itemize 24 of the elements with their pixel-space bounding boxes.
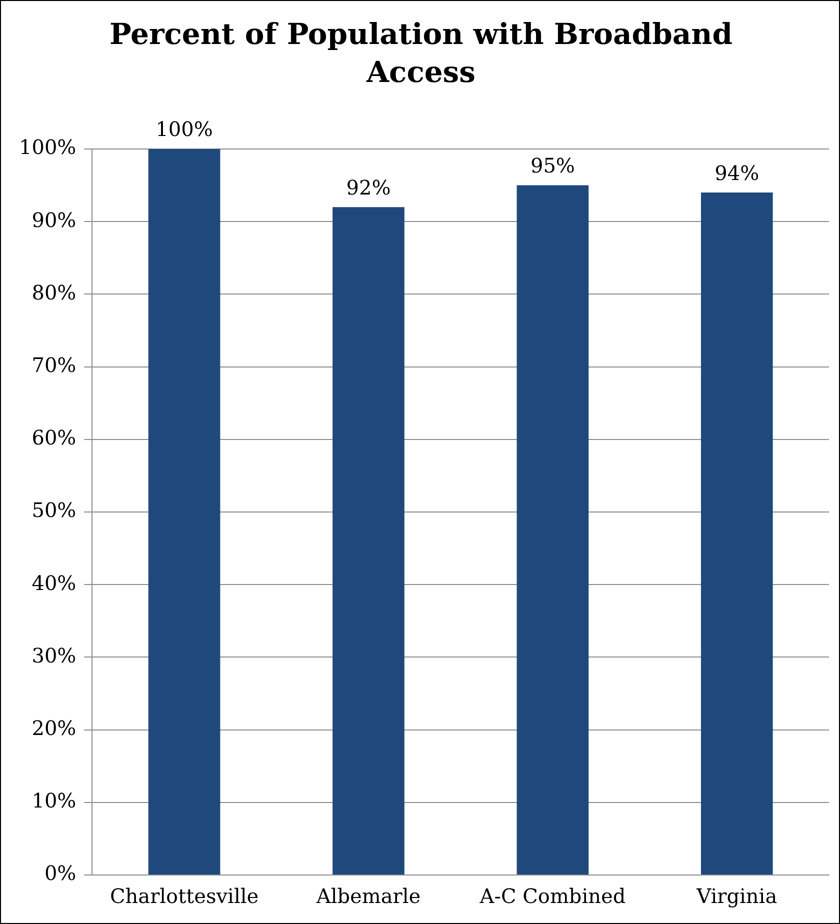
y-tick-label: 100% (18, 135, 76, 160)
y-tick-label: 20% (32, 716, 76, 740)
chart-title: Percent of Population with Broadband Access (108, 16, 734, 91)
y-tick-label: 0% (44, 861, 76, 886)
y-tick-label: 50% (32, 498, 76, 522)
y-tick-label: 80% (32, 280, 76, 304)
data-label: 92% (346, 175, 391, 200)
y-tick-label: 40% (32, 570, 76, 595)
bar (332, 207, 404, 874)
y-tick-label: 60% (32, 426, 76, 450)
data-label: 100% (156, 117, 213, 142)
data-label: 94% (714, 160, 760, 185)
y-tick-label: 30% (32, 643, 76, 668)
y-tick-label: 90% (32, 208, 76, 232)
bar (700, 192, 773, 874)
bar (148, 149, 220, 874)
data-label: 95% (530, 154, 575, 178)
y-tick-label: 10% (32, 788, 76, 813)
x-tick-label: Albemarle (315, 884, 421, 908)
x-tick-label: A-C Combined (478, 884, 626, 908)
bar (516, 185, 589, 874)
x-tick-label: Virginia (696, 884, 778, 908)
y-tick-label: 70% (32, 353, 76, 378)
x-tick-label: Charlottesville (110, 884, 259, 908)
